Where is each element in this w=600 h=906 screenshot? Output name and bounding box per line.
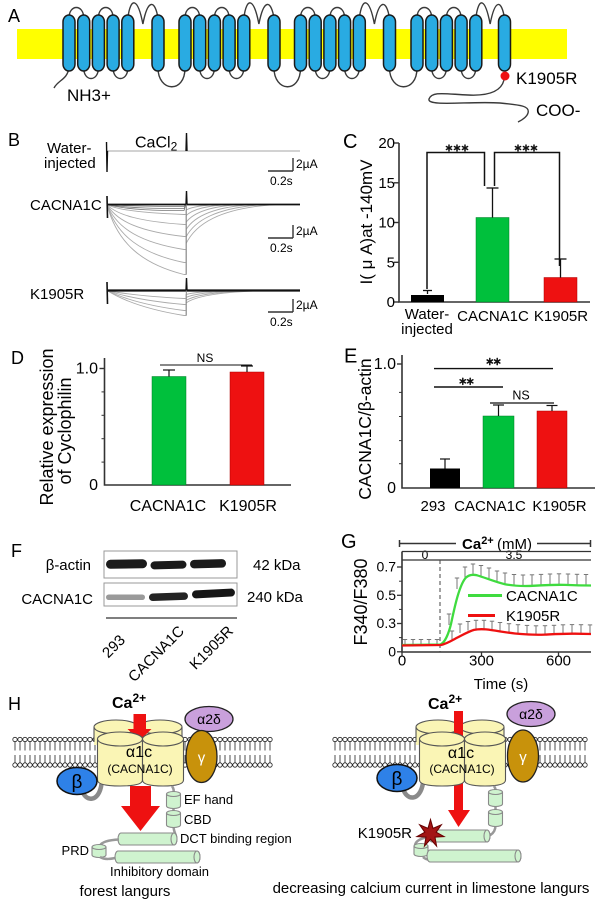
svg-text:2µA: 2µA [296,224,318,238]
svg-text:0: 0 [387,480,396,497]
svg-text:0.2s: 0.2s [270,315,293,329]
svg-text:15: 15 [378,175,395,192]
svg-text:K1905R: K1905R [506,608,560,625]
svg-text:F: F [11,541,22,561]
svg-text:1.0: 1.0 [374,356,396,373]
svg-text:CACNA1C: CACNA1C [130,498,206,515]
svg-text:NS: NS [197,351,214,365]
svg-text:of Cyclophilin: of Cyclophilin [55,377,75,484]
svg-text:NS: NS [512,389,529,403]
svg-text:decreasing calcium current in: decreasing calcium current in limestone … [273,880,590,897]
svg-text:β: β [392,769,403,790]
svg-text:β-actin: β-actin [46,557,91,574]
svg-text:G: G [341,531,357,553]
svg-text:Water-: Water- [47,140,91,157]
svg-text:Water-: Water- [405,306,449,323]
svg-text:293: 293 [420,498,445,515]
svg-text:10: 10 [378,215,395,232]
svg-text:2µA: 2µA [296,298,318,312]
svg-text:(CACNA1C): (CACNA1C) [107,762,172,776]
svg-text:K1905R: K1905R [219,498,277,515]
svg-text:I( μ A)at -140mV: I( μ A)at -140mV [357,159,376,285]
svg-text:0: 0 [89,477,98,494]
svg-text:0.2s: 0.2s [270,174,293,188]
svg-text:D: D [11,348,24,368]
svg-text:α1c: α1c [126,744,152,761]
svg-text:α1c: α1c [448,745,474,762]
svg-text:0.2s: 0.2s [270,241,293,255]
svg-text:CACNA1C: CACNA1C [506,588,578,605]
svg-text:600: 600 [546,653,571,670]
svg-text:COO-: COO- [536,101,580,120]
svg-text:CACNA1C: CACNA1C [21,591,93,608]
svg-text:42 kDa: 42 kDa [253,557,301,574]
svg-text:K1905R: K1905R [532,498,586,515]
svg-text:0: 0 [398,653,406,670]
svg-text:Relative expression: Relative expression [37,348,57,505]
svg-text:1.0: 1.0 [76,361,98,378]
svg-text:E: E [344,346,357,368]
svg-text:K1905R: K1905R [534,308,588,325]
svg-text:300: 300 [469,653,494,670]
svg-text:K1905R: K1905R [30,286,84,303]
svg-text:CACNA1C: CACNA1C [457,308,529,325]
svg-text:α2δ: α2δ [519,706,543,722]
svg-text:CBD: CBD [184,812,211,827]
svg-text:Inhibitory domain: Inhibitory domain [110,864,209,879]
svg-text:CACNA1C: CACNA1C [454,498,526,515]
svg-text:DCT binding region: DCT binding region [180,831,292,846]
svg-text:A: A [8,6,20,26]
svg-text:5: 5 [387,254,395,271]
svg-text:CACNA1C: CACNA1C [30,197,102,214]
svg-text:α2δ: α2δ [197,711,221,727]
svg-text:CaCl2: CaCl2 [135,135,178,154]
svg-text:0.3: 0.3 [377,615,397,631]
svg-text:EF hand: EF hand [184,792,233,807]
svg-text:γ: γ [198,750,206,767]
svg-text:2µA: 2µA [296,157,318,171]
svg-text:injected: injected [44,155,96,172]
svg-text:CACNA1C/β-actin: CACNA1C/β-actin [355,358,375,499]
svg-text:H: H [8,694,21,714]
svg-text:0: 0 [422,548,429,562]
svg-text:0: 0 [388,644,396,660]
svg-text:20: 20 [378,135,395,152]
svg-text:240 kDa: 240 kDa [247,589,304,606]
svg-text:0.7: 0.7 [377,559,397,575]
svg-text:Time (s): Time (s) [474,676,528,693]
svg-text:injected: injected [401,321,453,338]
svg-text:K1905R: K1905R [358,825,412,842]
svg-text:PRD: PRD [62,843,89,858]
svg-text:0: 0 [387,294,395,311]
svg-text:K1905R: K1905R [516,69,577,88]
svg-text:(CACNA1C): (CACNA1C) [429,762,494,776]
svg-text:F340/F380: F340/F380 [351,558,371,645]
svg-text:γ: γ [519,749,527,766]
svg-text:0.5: 0.5 [377,587,397,603]
svg-text:β: β [72,772,83,793]
svg-text:forest langurs: forest langurs [80,883,171,900]
svg-text:B: B [8,130,20,150]
svg-text:NH3+: NH3+ [67,86,111,105]
svg-text:C: C [343,131,357,153]
svg-text:(mM): (mM) [497,536,532,553]
